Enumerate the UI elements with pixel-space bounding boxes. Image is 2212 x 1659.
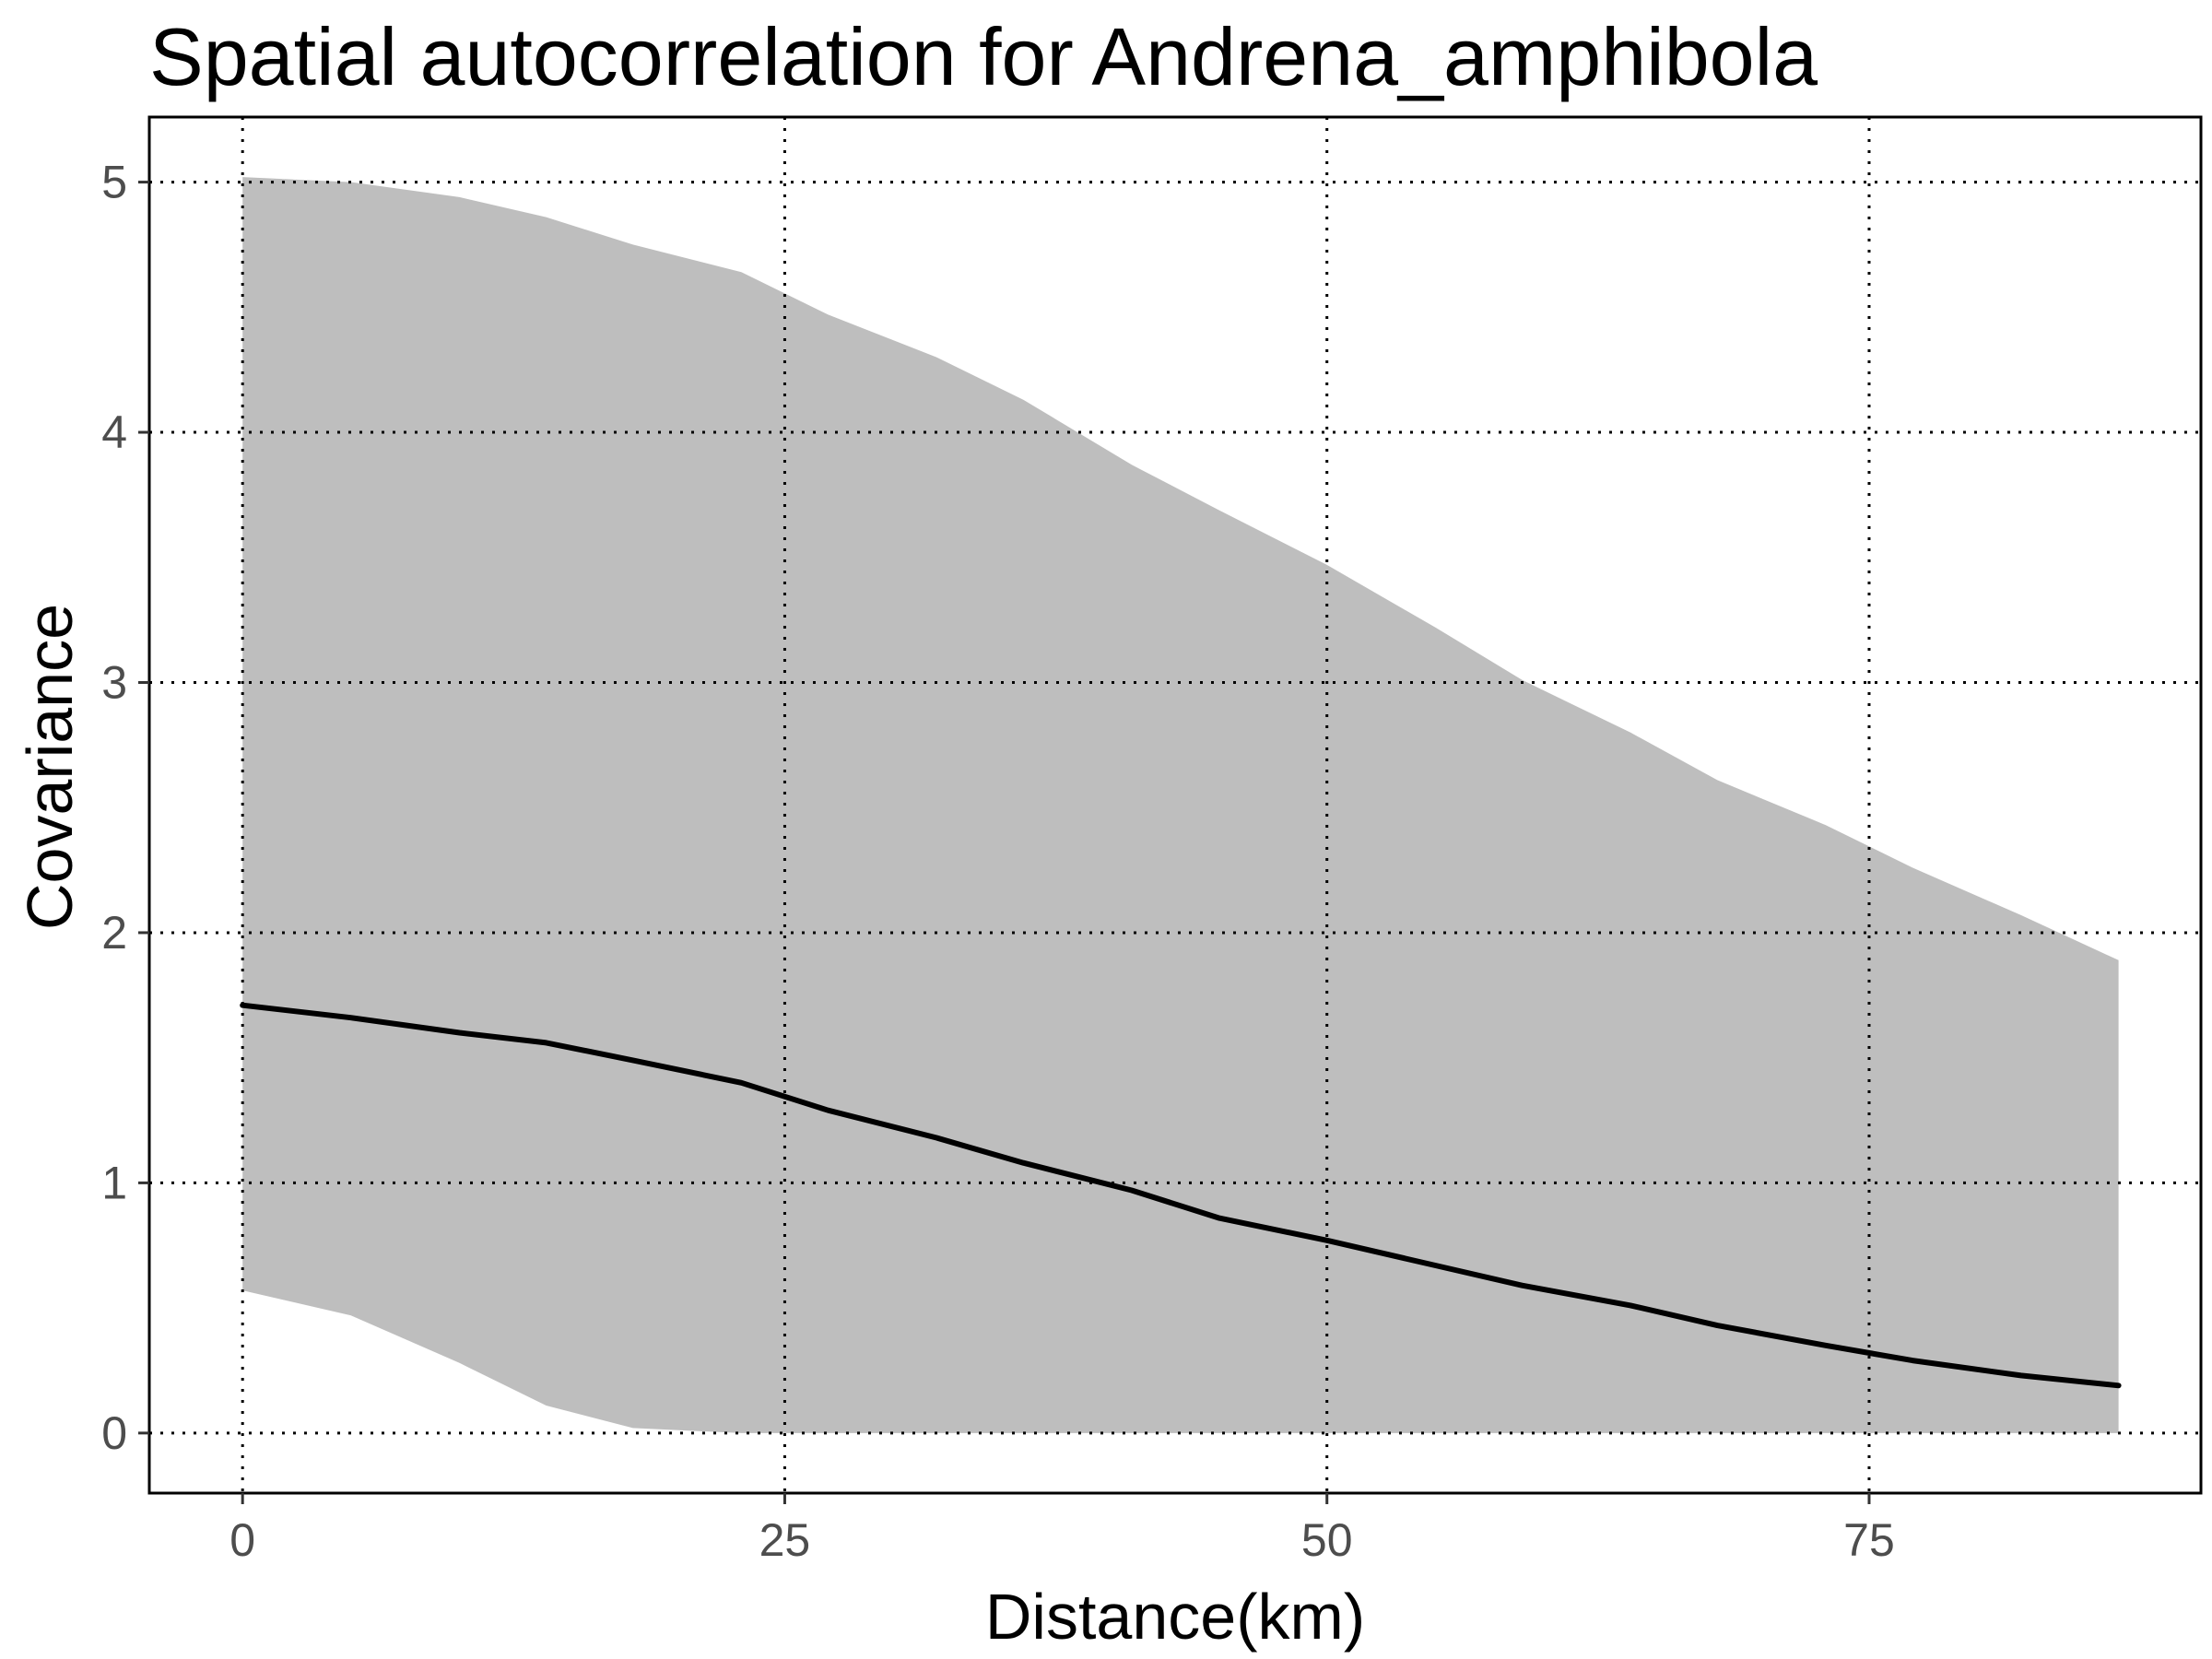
chart-title: Spatial autocorrelation for Andrena_amph…: [149, 11, 1818, 102]
y-tick-label: 0: [101, 1407, 127, 1459]
y-tick-label: 3: [101, 656, 127, 708]
y-tick-label: 2: [101, 907, 127, 959]
y-axis-title: Covariance: [14, 604, 86, 930]
y-tick-label: 4: [101, 406, 127, 458]
confidence-ribbon: [242, 177, 2119, 1433]
x-tick-label: 25: [759, 1514, 811, 1566]
plot-area: 0 25 50 75 0 1 2 3 4 5: [101, 115, 2203, 1566]
x-tick-label: 50: [1301, 1514, 1353, 1566]
y-tick-label: 1: [101, 1157, 127, 1208]
x-tick-label: 75: [1843, 1514, 1895, 1566]
x-tick-label: 0: [229, 1514, 255, 1566]
x-axis-title: Distance(km): [985, 1581, 1365, 1653]
panel-border: [147, 115, 2203, 1495]
covariance-line: [240, 1002, 2122, 1389]
y-tick-label: 5: [101, 157, 127, 208]
